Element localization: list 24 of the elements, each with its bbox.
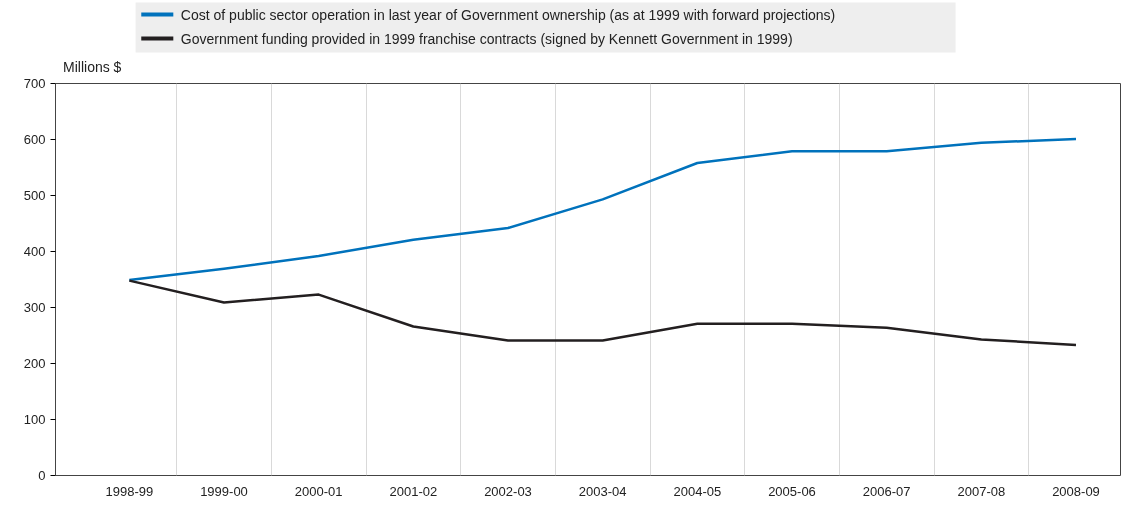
y-tick-label: 200	[23, 356, 46, 371]
line-series	[128, 137, 1078, 282]
x-tick-label: 2004-05	[673, 483, 722, 499]
y-tick-label: 300	[23, 300, 46, 315]
x-tick-label: 2008-09	[1052, 483, 1100, 499]
legend-label: Cost of public sector operation in last year of Government ownership (as at 1999 with forward projections)	[180, 6, 836, 23]
y-tick-label: 0	[38, 468, 46, 483]
x-tick-label: 2001-02	[389, 483, 438, 499]
x-tick-label: 2003-04	[578, 483, 627, 499]
y-tick-label: 100	[23, 412, 46, 427]
y-tick-label: 500	[23, 188, 46, 203]
legend-label: Government funding provided in 1999 franchise contracts (signed by Kennett Government in 1999)	[180, 30, 793, 47]
x-tick-label: 2006-07	[862, 483, 911, 499]
y-tick-label: 700	[23, 76, 46, 91]
x-tick-label: 1998-99	[105, 483, 154, 499]
x-tick-label: 2005-06	[768, 483, 816, 499]
x-tick-label: 2000-01	[294, 483, 343, 499]
line-series	[128, 279, 1078, 347]
y-tick-label: 400	[23, 244, 46, 259]
x-tick-label: 2007-08	[957, 483, 1006, 499]
x-tick-label: 2002-03	[484, 483, 532, 499]
y-tick-label: 600	[23, 132, 46, 147]
x-tick-label: 1999-00	[200, 483, 248, 499]
y-axis-title: Millions $	[63, 58, 122, 75]
